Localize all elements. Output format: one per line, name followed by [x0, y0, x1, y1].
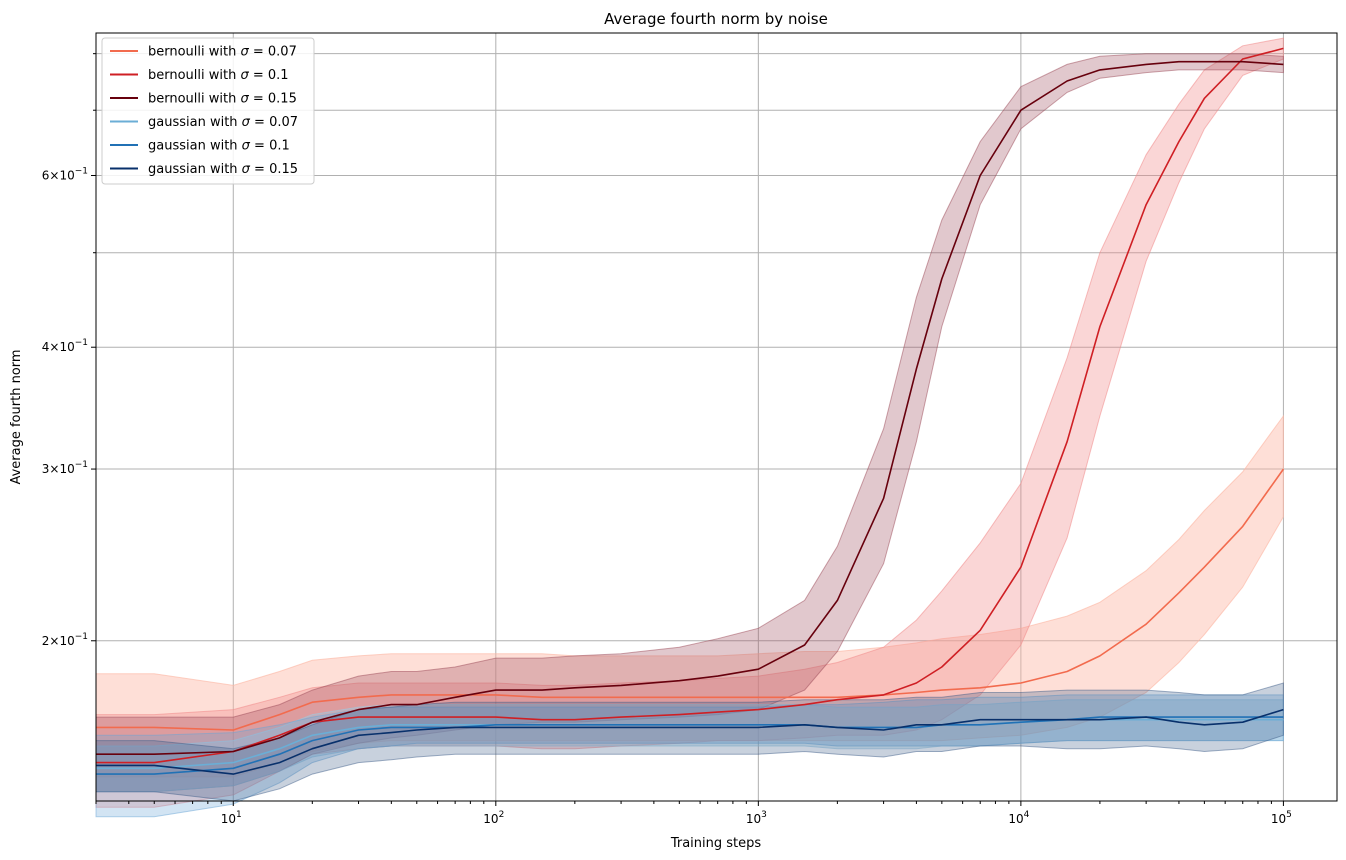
- legend-prefix: gaussian with: [148, 115, 242, 130]
- x-tick-base: 10: [1008, 812, 1023, 826]
- y-tick-exp: −1: [75, 338, 88, 348]
- legend-sigma: σ: [240, 68, 249, 83]
- legend-item: gaussian with σ = 0.1: [110, 139, 290, 154]
- y-tick-mantissa: 6: [42, 168, 50, 182]
- y-tick-exp: −1: [75, 166, 88, 176]
- legend-label: gaussian with σ = 0.07: [148, 115, 298, 130]
- y-tick-label: 3×10−1: [42, 460, 88, 476]
- legend-suffix: = 0.15: [250, 162, 298, 177]
- series-line-4: [96, 716, 1284, 775]
- legend-suffix: = 0.1: [249, 68, 289, 83]
- legend-sigma: σ: [242, 115, 251, 130]
- x-tick-base: 10: [221, 812, 236, 826]
- y-axis-label: Average fourth norm: [9, 349, 24, 484]
- legend-label: bernoulli with σ = 0.15: [148, 92, 297, 107]
- x-tick-label: 102: [483, 810, 504, 826]
- legend-sigma: σ: [240, 92, 249, 107]
- legend-sigma: σ: [242, 139, 251, 154]
- chart-title: Average fourth norm by noise: [604, 10, 828, 28]
- y-tick-times: ×: [49, 462, 59, 476]
- legend-sigma: σ: [240, 45, 249, 60]
- legend-suffix: = 0.07: [249, 45, 297, 60]
- x-tick-exp: 5: [1286, 810, 1292, 820]
- plot-frame: [95, 32, 1338, 802]
- y-tick-base: 10: [59, 168, 74, 182]
- series-band-5: [95, 682, 1284, 802]
- series-line-2: [96, 60, 1284, 756]
- x-tick-label: 104: [1008, 810, 1029, 826]
- legend-item: gaussian with σ = 0.07: [110, 115, 298, 130]
- y-tick-exp: −1: [75, 460, 88, 470]
- legend-label: bernoulli with σ = 0.07: [148, 45, 297, 60]
- legend-sigma: σ: [242, 162, 251, 177]
- legend-prefix: bernoulli with: [148, 92, 240, 107]
- legend-suffix: = 0.07: [250, 115, 298, 130]
- x-tick-base: 10: [1271, 812, 1286, 826]
- legend-item: bernoulli with σ = 0.07: [110, 45, 297, 60]
- y-tick-base: 10: [59, 340, 74, 354]
- legend-item: bernoulli with σ = 0.1: [110, 68, 289, 83]
- legend-label: bernoulli with σ = 0.1: [148, 68, 289, 83]
- y-tick-exp: −1: [75, 632, 88, 642]
- x-tick-exp: 3: [761, 810, 767, 820]
- y-tick-label: 6×10−1: [42, 166, 88, 182]
- x-tick-exp: 2: [499, 810, 505, 820]
- x-tick-label: 103: [746, 810, 767, 826]
- y-tick-label: 4×10−1: [42, 338, 88, 354]
- series-line-0: [96, 468, 1285, 731]
- legend-prefix: bernoulli with: [148, 68, 240, 83]
- series-line-5: [96, 708, 1284, 775]
- x-tick-exp: 1: [236, 810, 242, 820]
- legend-item: gaussian with σ = 0.15: [110, 162, 298, 177]
- legend-prefix: gaussian with: [148, 162, 242, 177]
- x-tick-base: 10: [483, 812, 498, 826]
- x-tick-label: 101: [221, 810, 242, 826]
- legend-label: gaussian with σ = 0.1: [148, 139, 290, 154]
- y-tick-mantissa: 3: [42, 462, 50, 476]
- x-tick-base: 10: [746, 812, 761, 826]
- y-tick-times: ×: [49, 168, 59, 182]
- y-tick-times: ×: [49, 340, 59, 354]
- x-tick-label: 105: [1271, 810, 1292, 826]
- x-axis-label: Training steps: [670, 836, 762, 851]
- legend-label: gaussian with σ = 0.15: [148, 162, 298, 177]
- y-tick-label: 2×10−1: [42, 632, 88, 648]
- series-line-1: [96, 47, 1284, 764]
- y-tick-times: ×: [49, 634, 59, 648]
- legend-suffix: = 0.15: [249, 92, 297, 107]
- legend-frame: [101, 37, 315, 185]
- y-tick-mantissa: 4: [42, 340, 50, 354]
- x-tick-exp: 4: [1024, 810, 1030, 820]
- legend-prefix: gaussian with: [148, 139, 242, 154]
- y-tick-mantissa: 2: [42, 634, 50, 648]
- series-lines: [96, 47, 1285, 775]
- y-tick-base: 10: [59, 634, 74, 648]
- legend-item: bernoulli with σ = 0.15: [110, 92, 297, 107]
- legend-suffix: = 0.1: [250, 139, 290, 154]
- legend-prefix: bernoulli with: [148, 45, 240, 60]
- y-tick-base: 10: [59, 462, 74, 476]
